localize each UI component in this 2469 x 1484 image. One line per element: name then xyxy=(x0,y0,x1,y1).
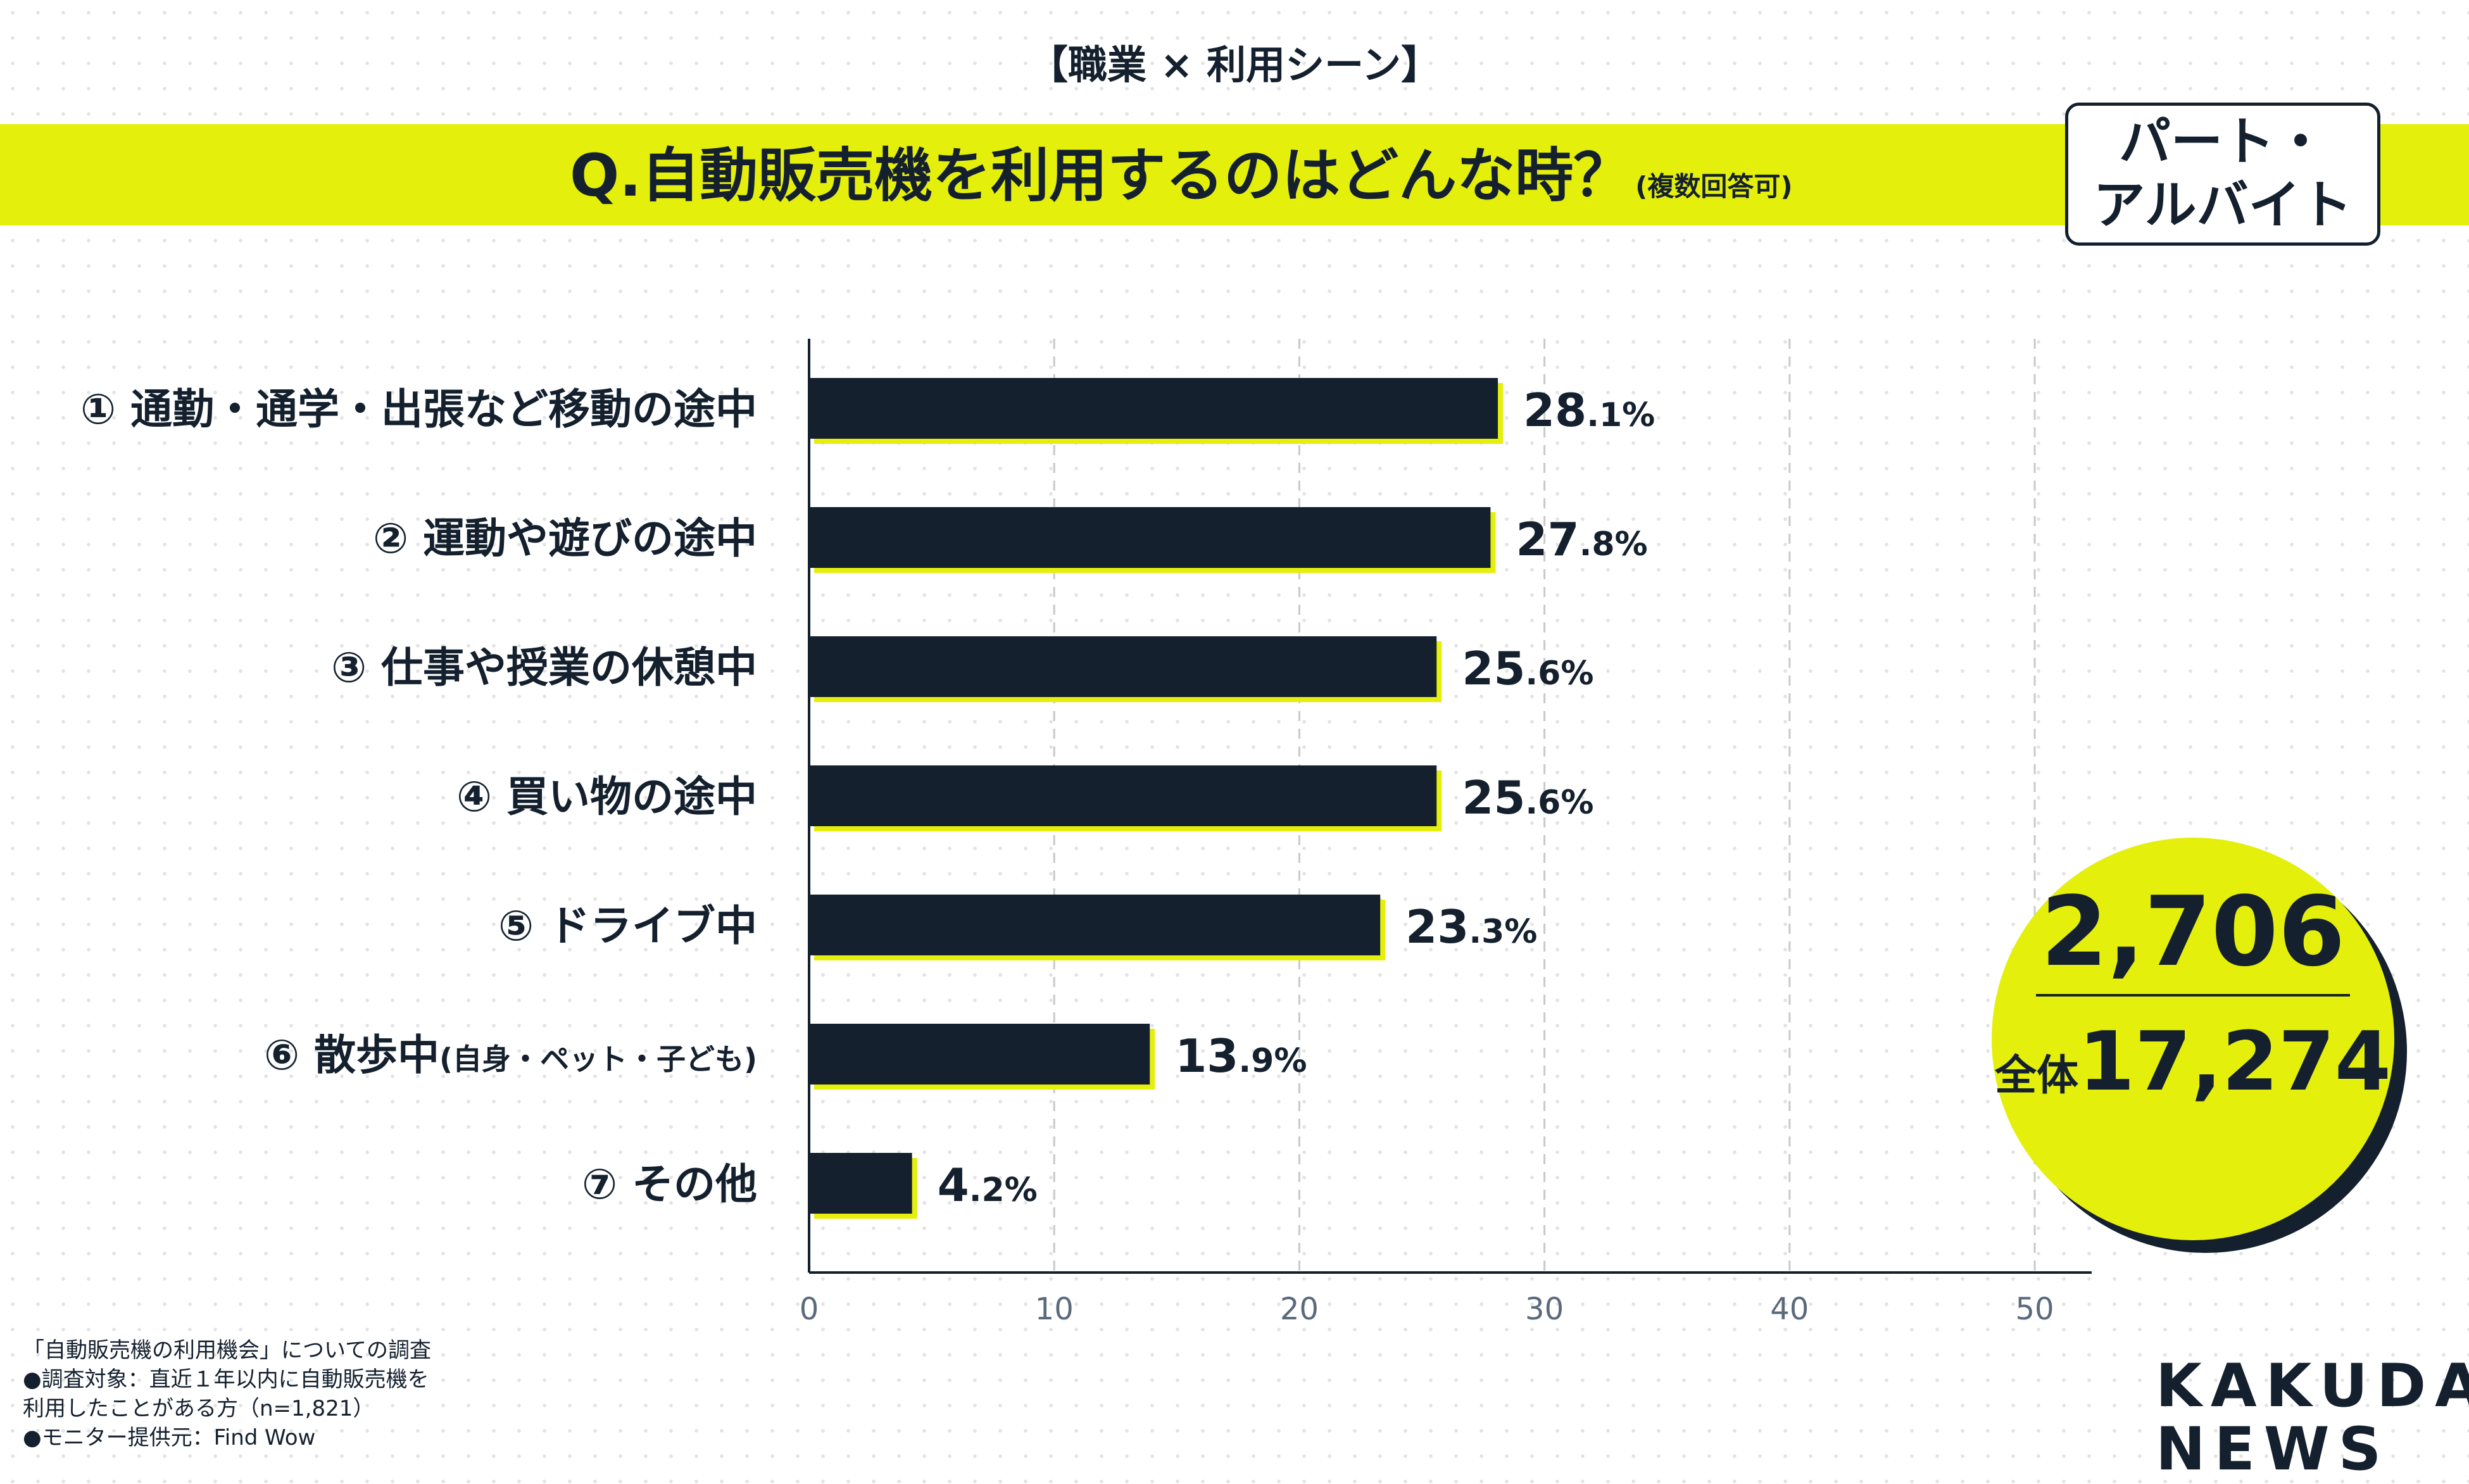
value-label: 25.6% xyxy=(1462,771,1593,824)
value-label: 25.6% xyxy=(1462,642,1593,695)
question-title: Q.自動販売機を利用するのはどんな時？ (複数回答可) xyxy=(570,138,1793,214)
footnote-target: ●調査対象：直近１年以内に自動販売機を xyxy=(23,1367,429,1392)
total-label: 全体 xyxy=(1995,1051,2079,1100)
category-label: ⑤ ドライブ中 xyxy=(498,902,757,950)
x-tick-label: 30 xyxy=(1525,1292,1564,1327)
respondent-count: 2,706 xyxy=(2040,876,2346,988)
category-label: ① 通勤・通学・出張など移動の途中 xyxy=(80,385,757,434)
topic-heading: 【職業 × 利用シーン】 xyxy=(1028,42,1441,88)
brand-logo: KAKUDAI NEWS xyxy=(2156,1355,2469,1481)
footnote-provider: ●モニター提供元：Find Wow xyxy=(23,1425,316,1450)
category-label: ⑦ その他 xyxy=(582,1160,757,1209)
value-label: 13.9% xyxy=(1175,1029,1307,1083)
x-tick-label: 0 xyxy=(800,1292,819,1327)
footnote-survey: 「自動販売機の利用機会」についての調査 xyxy=(23,1338,431,1363)
logo-line2: NEWS xyxy=(2156,1415,2390,1484)
bar xyxy=(809,765,1437,826)
footnote-target-cont: 利用したことがある方（n=1,821） xyxy=(23,1396,375,1421)
value-label: 27.8% xyxy=(1516,513,1647,566)
summary-circle: 2,706 全体17,274 xyxy=(1992,838,2394,1240)
bar xyxy=(809,895,1381,955)
category-label: ③ 仕事や授業の休憩中 xyxy=(331,643,757,692)
question-note: (複数回答可) xyxy=(1635,171,1793,202)
category-label: ② 運動や遊びの途中 xyxy=(373,514,757,563)
bar xyxy=(809,378,1498,439)
bar xyxy=(809,636,1437,697)
bar xyxy=(809,1153,912,1214)
total-row: 全体17,274 xyxy=(1992,1015,2394,1109)
summary-divider xyxy=(2036,994,2350,997)
segment-badge-line2: アルバイト xyxy=(2093,175,2353,236)
footnotes: 「自動販売機の利用機会」についての調査 ●調査対象：直近１年以内に自動販売機を … xyxy=(23,1336,431,1452)
segment-badge: パート・ アルバイト xyxy=(2065,103,2380,246)
segment-badge-line1: パート・ xyxy=(2118,112,2327,172)
bar xyxy=(809,507,1491,568)
bar xyxy=(809,1024,1150,1085)
x-tick-label: 50 xyxy=(2015,1292,2054,1327)
x-tick-label: 10 xyxy=(1035,1292,1074,1327)
value-label: 4.2% xyxy=(938,1159,1038,1212)
x-tick-label: 20 xyxy=(1280,1292,1319,1327)
category-label: ④ 買い物の途中 xyxy=(456,772,757,821)
x-tick-label: 40 xyxy=(1770,1292,1809,1327)
category-label: ⑥ 散歩中(自身・ペット・子ども) xyxy=(264,1031,757,1079)
total-count: 17,274 xyxy=(2078,1015,2391,1109)
value-label: 23.3% xyxy=(1405,900,1537,953)
question-band xyxy=(0,124,2469,225)
value-label: 28.1% xyxy=(1523,384,1655,437)
question-text: Q.自動販売機を利用するのはどんな時？ xyxy=(570,142,1632,210)
logo-line1: KAKUDAI xyxy=(2156,1352,2469,1421)
